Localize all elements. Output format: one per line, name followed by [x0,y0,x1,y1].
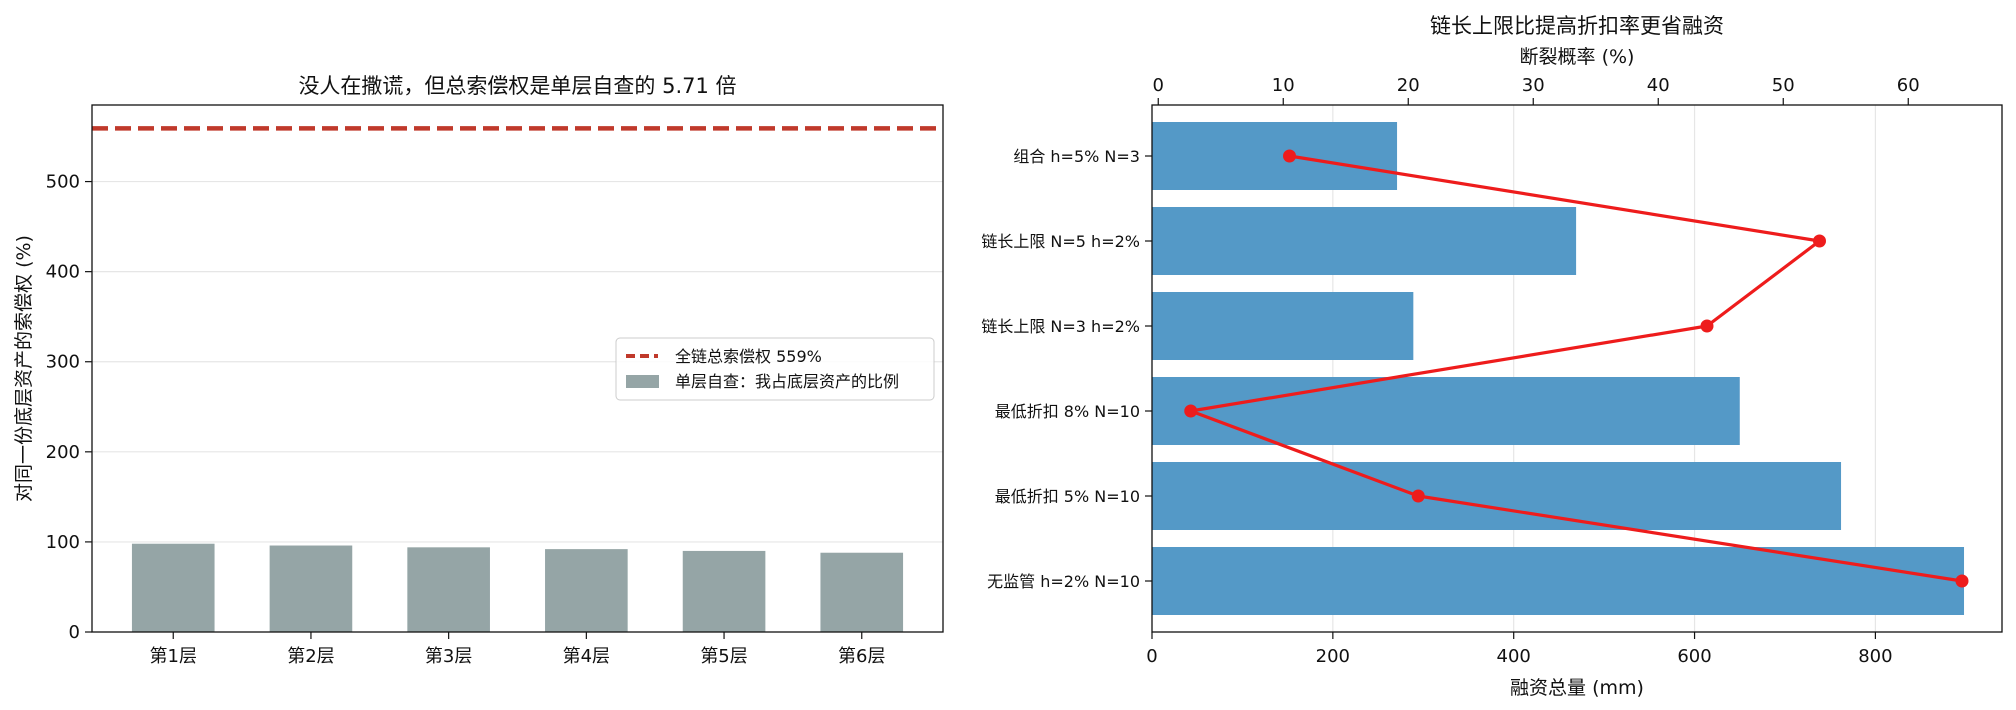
layer-bar [407,547,490,632]
right-y-tick-label: 链长上限 N=3 h=2% [981,317,1140,336]
legend-label-reference: 全链总索偿权 559% [675,347,822,366]
left-x-tick-label: 第2层 [287,646,334,667]
layer-bar [682,550,766,632]
right-top-tick-label: 40 [1647,75,1670,96]
right-top-tick-label: 50 [1772,75,1795,96]
left-chart-title: 没人在撒谎，但总索偿权是单层自查的 5.71 倍 [298,74,736,98]
right-x-tick-label: 600 [1677,646,1711,667]
break-probability-point [1283,149,1296,163]
layer-bar [545,549,628,632]
right-gridlines [1332,105,1877,632]
legend-label-bars: 单层自查：我占底层资产的比例 [675,372,899,391]
break-probability-points [1184,149,1969,588]
right-chart: 无监管 h=2% N=10 最低折扣 5% N=10 最低折扣 8% N=10 链长上… [981,14,2003,699]
right-top-tick-label: 10 [1272,75,1295,96]
financing-bar [1152,377,1740,445]
left-y-axis-label: 对同一份底层资产的索偿权 (%) [13,235,35,502]
layer-bar [269,545,353,632]
left-y-tick-label: 200 [46,442,80,463]
right-top-tick-label: 30 [1522,75,1545,96]
left-x-ticks: 第1层 第2层 第3层 第4层 第5层 第6层 [150,632,885,667]
right-x-tick-label: 200 [1316,646,1350,667]
left-chart: 0 100 200 300 400 500 第1层 第2层 第3层 第4层 第5层 第6层 没人在撒… [13,74,944,667]
right-top-x-ticks: 0 10 20 30 40 50 60 [1153,75,1920,105]
left-x-tick-label: 第5层 [700,646,747,667]
break-probability-point [1700,319,1714,333]
left-y-tick-label: 500 [46,172,80,193]
break-probability-point [1184,404,1198,418]
break-probability-point [1955,574,1969,588]
right-plot-frame [1151,104,2003,633]
right-bars [1152,122,1965,615]
right-x-tick-label: 800 [1858,646,1892,667]
financing-bar [1152,207,1577,275]
left-gridlines [92,180,943,543]
break-probability-line [1189,154,1963,583]
right-y-tick-label: 最低折扣 8% N=10 [995,402,1140,421]
break-probability-point [1813,234,1826,248]
right-top-tick-label: 20 [1397,75,1420,96]
right-x-tick-label: 0 [1146,646,1157,667]
right-top-axis-label: 断裂概率 (%) [1520,46,1635,68]
right-x-tick-label: 400 [1497,646,1531,667]
left-legend: 全链总索偿权 559% 单层自查：我占底层资产的比例 [615,337,935,401]
left-plot-frame [91,104,944,633]
right-y-ticks: 无监管 h=2% N=10 最低折扣 5% N=10 最低折扣 8% N=10 链长上… [981,147,1152,591]
left-bars [131,543,904,632]
right-top-tick-label: 0 [1153,75,1164,96]
left-x-tick-label: 第6层 [838,646,885,667]
right-y-tick-label: 组合 h=5% N=3 [1013,147,1140,166]
left-y-ticks: 0 100 200 300 400 500 [46,172,92,643]
layer-bar [820,552,904,632]
right-bottom-axis-label: 融资总量 (mm) [1510,677,1644,699]
left-y-tick-label: 0 [69,622,80,643]
financing-bar [1152,547,1965,615]
right-top-tick-label: 60 [1897,75,1920,96]
financing-bar [1152,462,1842,530]
left-y-tick-label: 300 [46,352,80,373]
break-probability-point [1411,489,1425,503]
legend-box [615,337,935,401]
right-bottom-x-ticks: 0 200 400 600 800 [1146,632,1893,667]
right-y-tick-label: 无监管 h=2% N=10 [987,572,1140,591]
legend-swatch-bars [626,375,659,388]
financing-bar [1152,122,1398,190]
left-y-tick-label: 100 [46,532,80,553]
right-y-tick-label: 链长上限 N=5 h=2% [981,232,1140,251]
financing-bar [1152,292,1414,360]
left-x-tick-label: 第1层 [150,646,197,667]
right-y-tick-label: 最低折扣 5% N=10 [995,487,1140,506]
left-y-tick-label: 400 [46,262,80,283]
right-chart-title: 链长上限比提高折扣率更省融资 [1430,14,1724,38]
left-x-tick-label: 第3层 [425,646,472,667]
layer-bar [131,543,215,632]
left-x-tick-label: 第4层 [563,646,610,667]
